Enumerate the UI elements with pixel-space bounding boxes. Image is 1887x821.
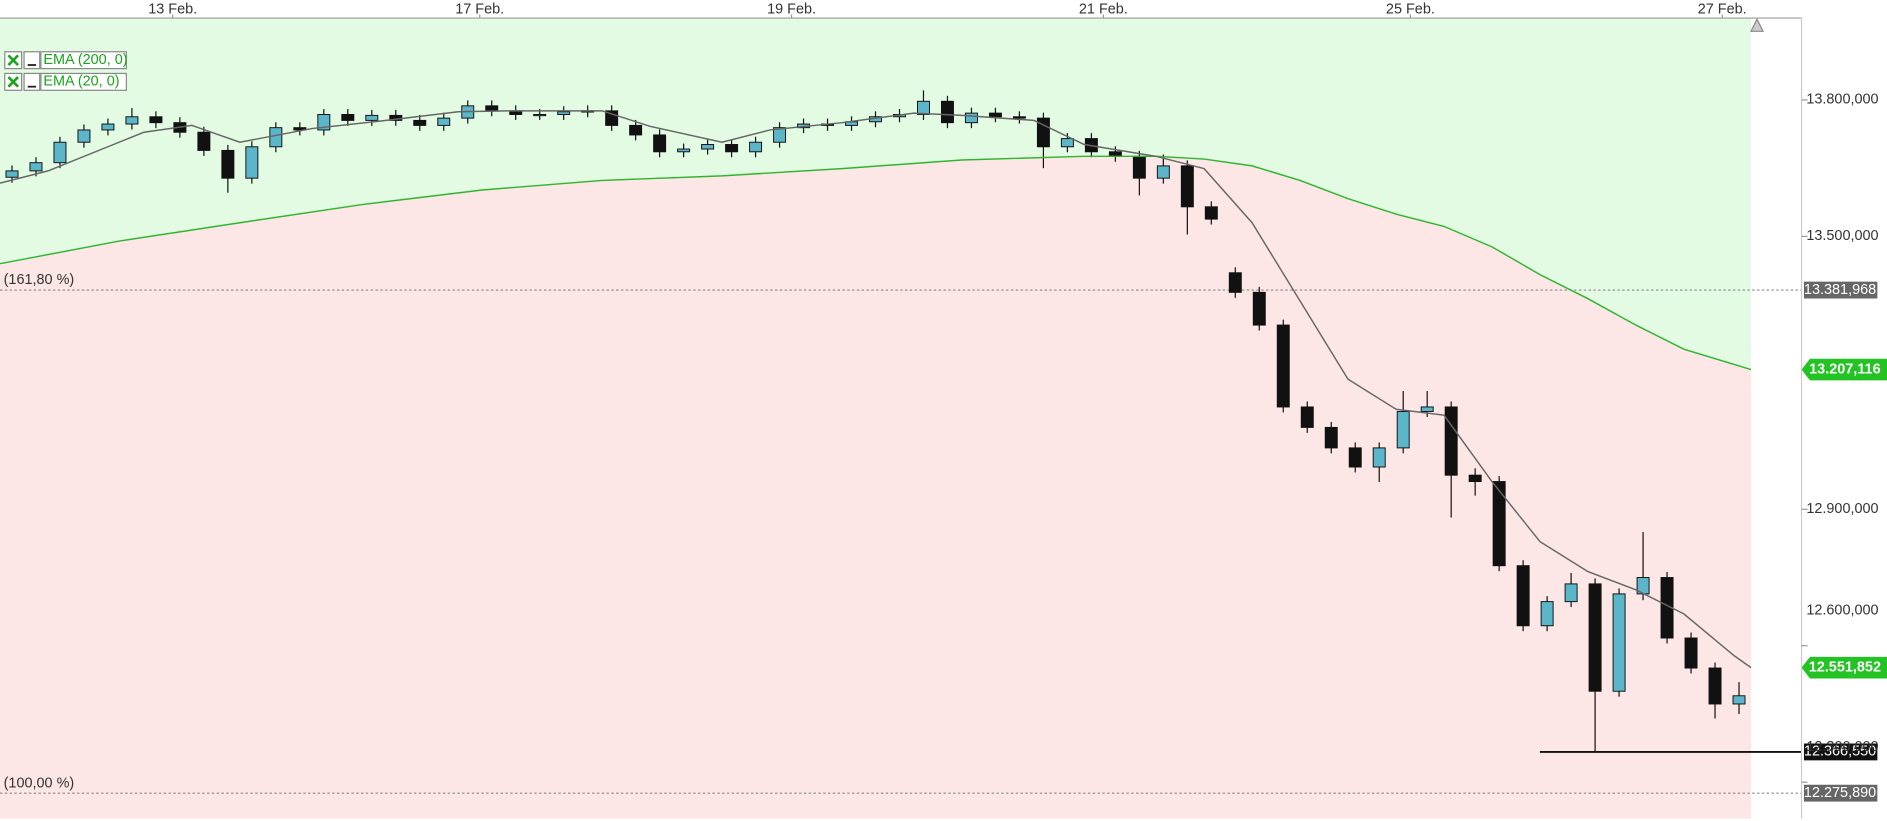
candle-body <box>533 114 547 117</box>
candle-body <box>1252 291 1266 326</box>
y-tick-label: 13.500,000 <box>1806 228 1878 244</box>
candle-body <box>917 100 930 115</box>
candle-body <box>245 146 259 179</box>
candle-body <box>437 117 451 126</box>
candle-body <box>1204 206 1218 220</box>
support-callout: 12.366,550 <box>1804 744 1876 760</box>
ema-callout: 13.207,116 <box>1809 361 1880 377</box>
y-tick-label: 12.900,000 <box>1806 501 1878 517</box>
candle-body <box>1372 447 1386 468</box>
legend-box <box>40 72 127 91</box>
candle-body <box>1276 324 1290 408</box>
candle-body <box>1156 165 1170 179</box>
candle-body <box>725 144 739 153</box>
candle-body <box>1708 667 1722 705</box>
candle-body <box>1132 155 1146 179</box>
candle-body <box>5 170 19 178</box>
candle-body <box>653 134 667 153</box>
candle-body <box>1540 601 1554 627</box>
legend-box <box>40 51 127 70</box>
candle-body <box>1684 637 1698 669</box>
candle-body <box>749 141 763 153</box>
candle-body <box>964 112 978 124</box>
x-tick-label: 25 Feb. <box>1386 1 1435 17</box>
candle-body <box>101 123 115 131</box>
candle-body <box>1348 447 1362 468</box>
y-tick-label: 13.800,000 <box>1806 92 1878 108</box>
candle-body <box>1060 138 1074 148</box>
candle-body <box>53 141 67 164</box>
candle-body <box>221 149 235 179</box>
x-tick-label: 13 Feb. <box>148 1 197 17</box>
candle-body <box>1444 406 1458 476</box>
level-callout: 12.275,890 <box>1804 785 1876 801</box>
candle-body <box>293 127 307 131</box>
candle-body <box>1468 474 1482 483</box>
candle-body <box>1732 695 1746 705</box>
candle-body <box>629 124 643 136</box>
candle-body <box>1420 406 1434 412</box>
candle-body <box>1516 565 1530 627</box>
plot-area: (161,80 %) (100,00 %) <box>0 18 1802 819</box>
ema-callout-box <box>1801 358 1887 381</box>
level-label: (161,80 %) <box>4 272 75 288</box>
candle-body <box>1396 411 1410 449</box>
legend-minimize[interactable] <box>23 72 41 91</box>
support-callout-box <box>1803 743 1878 761</box>
x-tick-label: 21 Feb. <box>1079 1 1128 17</box>
ema-callout-box <box>1801 656 1887 679</box>
zone-below <box>0 156 1752 819</box>
candle-body <box>1012 116 1026 119</box>
y-tick-label: 12.600,000 <box>1806 603 1878 619</box>
legend-minimize[interactable] <box>23 51 41 70</box>
candle-body <box>940 100 954 124</box>
candle-body <box>365 114 379 121</box>
legend-label: EMA (20, 0) <box>43 74 119 90</box>
candle-body <box>1612 593 1626 692</box>
level-label: (100,00 %) <box>4 775 75 791</box>
candle-body <box>1492 481 1506 567</box>
scroll-button[interactable] <box>1750 17 1765 32</box>
candle-body <box>269 127 283 148</box>
candle-body <box>773 127 787 143</box>
legend-check <box>7 76 19 88</box>
candle-body <box>341 114 355 121</box>
candle-body <box>29 162 43 172</box>
legend-check <box>7 54 19 66</box>
overlay: 13.381,968 12.275,890 13.207,116 EMA (200, … <box>4 17 1887 802</box>
candle-body <box>1228 272 1242 293</box>
level-callout-box <box>1803 281 1878 299</box>
candle-body <box>605 110 619 126</box>
candle-body <box>149 116 163 124</box>
candle-body <box>317 114 331 131</box>
candle-body <box>1588 583 1602 692</box>
x-tick-label: 17 Feb. <box>455 1 504 17</box>
candle-body <box>701 144 715 150</box>
candle-body <box>1324 426 1338 449</box>
candle-body <box>557 111 571 115</box>
x-tick-label: 27 Feb. <box>1698 1 1747 17</box>
candle-body <box>1564 583 1578 603</box>
candle-body <box>77 129 91 143</box>
y-tick-label: 12.300,000 <box>1806 739 1878 755</box>
ema-line <box>0 155 1752 371</box>
level-callout-box <box>1803 784 1878 802</box>
x-tick-label: 19 Feb. <box>767 1 816 17</box>
candle-body <box>197 131 211 151</box>
candle-body <box>1180 165 1194 208</box>
candle-body <box>677 148 691 153</box>
legend-label: EMA (200, 0) <box>43 52 127 68</box>
level-callout: 13.381,968 <box>1804 282 1876 298</box>
candle-body <box>1300 406 1314 428</box>
candle-body <box>413 119 427 126</box>
candle-body <box>485 105 499 112</box>
candle-body <box>1036 117 1050 148</box>
candle-body <box>988 112 1002 118</box>
ema-callout: 12.551,852 <box>1809 659 1881 675</box>
candle-body <box>125 116 139 125</box>
ema-line <box>0 110 1752 669</box>
